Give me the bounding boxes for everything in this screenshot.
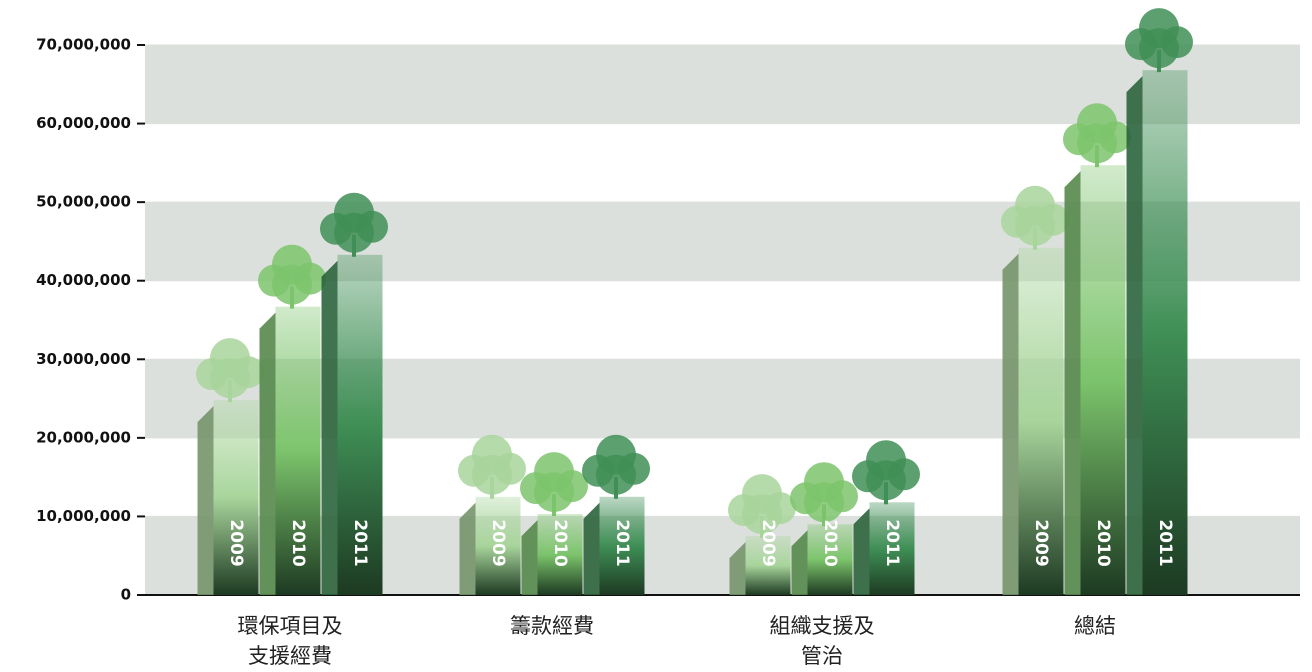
tree-crown xyxy=(866,460,906,501)
series-label: 2011 xyxy=(882,519,902,566)
bar-side xyxy=(321,260,338,595)
series-label: 2011 xyxy=(612,519,632,566)
tree-crown xyxy=(334,212,374,253)
bar-side xyxy=(459,502,476,595)
x-tick-label: 總結 xyxy=(1074,614,1116,638)
tree-crown xyxy=(804,482,844,523)
bar xyxy=(869,502,915,595)
tree-crown xyxy=(272,264,312,305)
bar-side xyxy=(259,312,276,595)
bar-side xyxy=(853,508,870,595)
bar-side xyxy=(197,406,214,595)
bar-side xyxy=(729,542,746,595)
bar xyxy=(599,496,645,595)
tree-crown xyxy=(210,358,250,399)
tree-crown xyxy=(1077,123,1117,164)
bar-side xyxy=(791,530,808,595)
y-tick-label: 40,000,000 xyxy=(36,271,131,289)
tree-crown xyxy=(742,494,782,535)
y-tick-label: 30,000,000 xyxy=(36,350,131,368)
y-tick-label: 70,000,000 xyxy=(36,36,131,54)
y-tick-label: 10,000,000 xyxy=(36,507,131,525)
series-label: 2010 xyxy=(550,519,570,566)
bar-side xyxy=(1064,171,1081,595)
series-label: 2009 xyxy=(758,519,778,566)
series-label: 2010 xyxy=(288,519,308,566)
series-label: 2010 xyxy=(820,519,840,566)
bar xyxy=(1142,70,1188,595)
bar xyxy=(537,514,583,595)
bar-side xyxy=(1126,76,1143,595)
bar xyxy=(745,536,791,595)
bar-side xyxy=(1002,253,1019,595)
tree-crown xyxy=(1139,28,1179,69)
series-label: 2011 xyxy=(350,519,370,566)
bar-side xyxy=(521,520,538,595)
bar xyxy=(275,306,321,595)
tree-crown xyxy=(534,472,574,513)
bar xyxy=(1080,165,1126,595)
series-label: 2009 xyxy=(1031,519,1051,566)
x-tick-label: 環保項目及支援經費 xyxy=(237,614,343,668)
series-label: 2009 xyxy=(488,519,508,566)
tree-crown xyxy=(596,454,636,495)
bar xyxy=(807,524,853,595)
series-label: 2010 xyxy=(1093,519,1113,566)
tree-crown xyxy=(472,454,512,495)
bar xyxy=(475,496,521,595)
y-tick-label: 50,000,000 xyxy=(36,193,131,211)
bar xyxy=(213,400,259,595)
series-label: 2011 xyxy=(1155,519,1175,566)
y-tick-label: 0 xyxy=(121,586,131,604)
y-tick-label: 60,000,000 xyxy=(36,114,131,132)
tree-crown xyxy=(1015,205,1055,246)
x-tick-label: 組織支援及管治 xyxy=(769,614,875,668)
bar xyxy=(337,254,383,596)
bar-side xyxy=(583,502,600,595)
y-tick-label: 20,000,000 xyxy=(36,428,131,446)
bar xyxy=(1018,247,1064,595)
series-label: 2009 xyxy=(226,519,246,566)
x-tick-label: 籌款經費 xyxy=(510,614,594,638)
